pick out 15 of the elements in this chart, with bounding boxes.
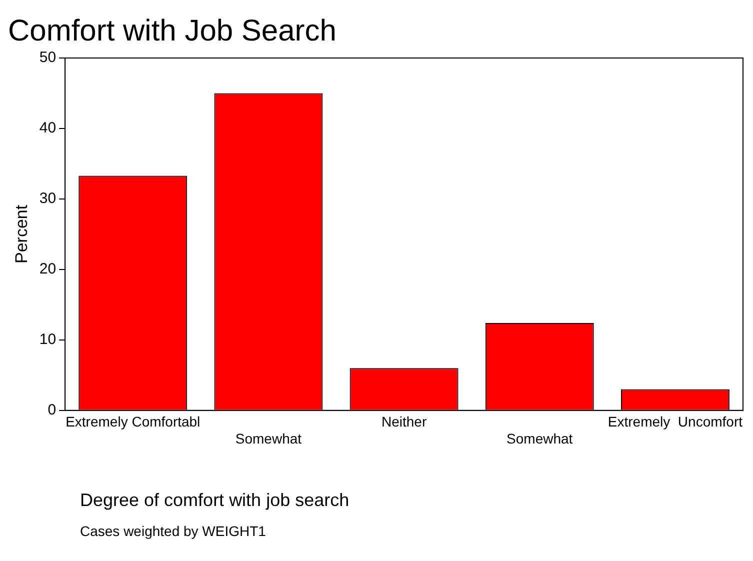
- x-tick-label: Somewhat: [506, 430, 573, 446]
- y-tick-label: 0: [48, 402, 56, 419]
- y-tick-label: 20: [39, 260, 56, 278]
- y-tick-label: 30: [39, 190, 56, 208]
- chart-title: Comfort with Job Search: [8, 14, 336, 48]
- x-tick-label: Neither: [381, 414, 427, 430]
- y-tick-label: 50: [39, 49, 56, 66]
- y-tick-label: 10: [39, 331, 56, 348]
- x-axis-title: Degree of comfort with job search: [80, 490, 350, 511]
- y-tick-label: 40: [39, 120, 56, 137]
- x-tick-label: Extremely Comfortabl: [66, 414, 200, 430]
- x-tick-label: Somewhat: [235, 430, 302, 446]
- text: Cases weighted by WEIGHT1: [80, 523, 267, 539]
- y-axis-title: Percent: [12, 204, 31, 264]
- x-tick-label: Extremely Uncomfort: [608, 414, 743, 430]
